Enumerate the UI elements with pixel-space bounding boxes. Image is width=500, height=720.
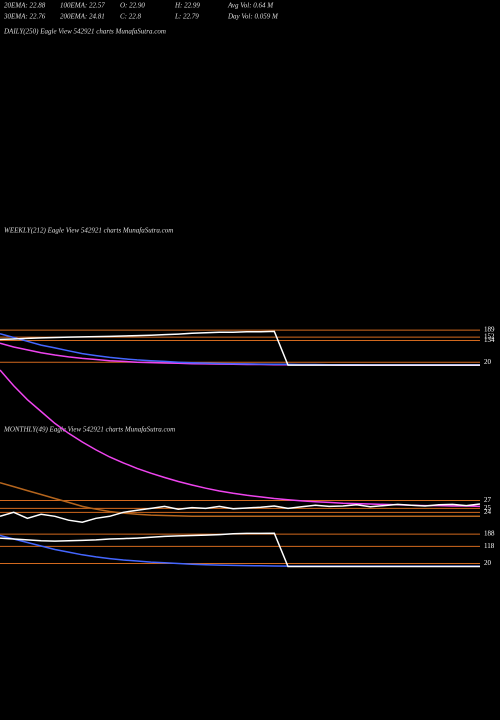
header-stat: 200EMA: 24.81 bbox=[60, 13, 105, 21]
header-stat: 20EMA: 22.88 bbox=[4, 2, 46, 10]
series-line bbox=[0, 369, 481, 508]
y-tick-label: 118 bbox=[484, 542, 495, 550]
y-tick-label: 24 bbox=[484, 508, 492, 516]
header-stat: Day Vol: 0.059 M bbox=[227, 13, 279, 21]
y-tick-label: 27 bbox=[484, 496, 492, 504]
header-stat: 100EMA: 22.57 bbox=[60, 2, 105, 10]
monthly-label: MONTHLY(49) Eagle View 542921 charts Mun… bbox=[3, 426, 175, 434]
y-tick-label: 188 bbox=[484, 530, 495, 538]
series-line bbox=[0, 332, 480, 366]
y-tick-label: 189 bbox=[484, 326, 495, 334]
daily-label: DAILY(250) Eagle View 542921 charts Muna… bbox=[3, 28, 166, 36]
y-tick-label: 152 bbox=[484, 333, 495, 341]
y-tick-label: 134 bbox=[484, 336, 495, 344]
series-line bbox=[0, 330, 480, 366]
series-line bbox=[0, 503, 481, 523]
header-stat: C: 22.8 bbox=[120, 13, 142, 21]
y-tick-label: 20 bbox=[484, 559, 492, 567]
series-line bbox=[0, 481, 480, 518]
header-stat: O: 22.90 bbox=[120, 2, 145, 10]
header-stat: 30EMA: 22.76 bbox=[3, 13, 46, 21]
header-stat: Avg Vol: 0.64 M bbox=[227, 2, 274, 10]
series-line bbox=[0, 532, 480, 568]
y-tick-label: 25 bbox=[484, 504, 492, 512]
header-stat: L: 22.79 bbox=[174, 13, 199, 21]
y-tick-label: 20 bbox=[484, 358, 492, 366]
header-stat: H: 22.99 bbox=[174, 2, 200, 10]
weekly-label: WEEKLY(212) Eagle View 542921 charts Mun… bbox=[4, 227, 173, 235]
